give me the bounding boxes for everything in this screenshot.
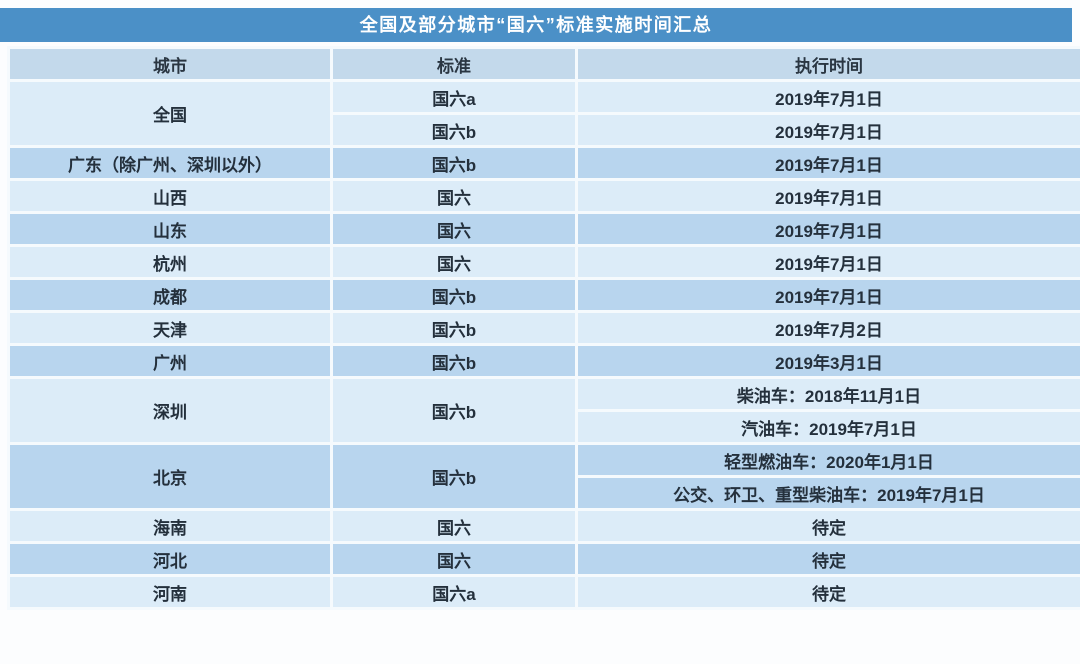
city-cell-shanxi: 山西: [7, 178, 333, 214]
table-row: 杭州 国六 2019年7月1日: [7, 244, 1080, 280]
time-cell: 2019年7月1日: [575, 79, 1080, 115]
time-cell: 汽油车：2019年7月1日: [575, 409, 1080, 445]
col-header-standard: 标准: [330, 46, 578, 82]
time-cell: 2019年3月1日: [575, 343, 1080, 379]
city-cell-hebei: 河北: [7, 541, 333, 577]
city-cell-quanguo: 全国: [7, 79, 333, 148]
standard-cell: 国六a: [330, 574, 578, 610]
time-cell: 公交、环卫、重型柴油车：2019年7月1日: [575, 475, 1080, 511]
city-cell-chengdu: 成都: [7, 277, 333, 313]
city-cell-tianjin: 天津: [7, 310, 333, 346]
city-cell-guangzhou: 广州: [7, 343, 333, 379]
standard-cell: 国六b: [330, 277, 578, 313]
standard-cell: 国六: [330, 541, 578, 577]
time-cell: 2019年7月1日: [575, 112, 1080, 148]
table-row: 山东 国六 2019年7月1日: [7, 211, 1080, 247]
table-row: 深圳 国六b 柴油车：2018年11月1日: [7, 376, 1080, 445]
time-cell: 待定: [575, 574, 1080, 610]
city-cell-hainan: 海南: [7, 508, 333, 544]
standard-cell: 国六b: [330, 112, 578, 148]
table-row: 天津 国六b 2019年7月2日: [7, 310, 1080, 346]
table-row: 河北 国六 待定: [7, 541, 1080, 577]
standard-cell: 国六: [330, 244, 578, 280]
standard-cell: 国六a: [330, 79, 578, 115]
col-header-time: 执行时间: [575, 46, 1080, 82]
standard-cell: 国六b: [330, 145, 578, 181]
time-cell: 2019年7月2日: [575, 310, 1080, 346]
city-cell-henan: 河南: [7, 574, 333, 610]
standard-cell: 国六b: [330, 442, 578, 511]
table-row: 河南 国六a 待定: [7, 574, 1080, 610]
table-row: 国六b 2019年7月1日: [9, 112, 1080, 148]
time-cell: 2019年7月1日: [575, 244, 1080, 280]
time-cell: 待定: [575, 541, 1080, 577]
time-cell: 2019年7月1日: [575, 178, 1080, 214]
standard-cell: 国六: [330, 178, 578, 214]
time-cell: 柴油车：2018年11月1日: [575, 376, 1080, 412]
time-cell: 2019年7月1日: [575, 145, 1080, 181]
standard-cell: 国六b: [330, 343, 578, 379]
table-row: 山西 国六 2019年7月1日: [7, 178, 1080, 214]
table-row: 北京 国六b 轻型燃油车：2020年1月1日: [7, 442, 1080, 511]
table-row: 广州 国六b 2019年3月1日: [7, 343, 1080, 379]
table-row: 海南 国六 待定: [7, 508, 1080, 544]
time-cell: 待定: [575, 508, 1080, 544]
col-header-city: 城市: [7, 46, 333, 82]
table-row: 广东（除广州、深圳以外） 国六b 2019年7月1日: [7, 145, 1080, 181]
header-row: 城市 标准 执行时间: [7, 46, 1080, 82]
city-cell-hangzhou: 杭州: [7, 244, 333, 280]
time-cell: 轻型燃油车：2020年1月1日: [575, 442, 1080, 478]
table-row: 汽油车：2019年7月1日: [9, 409, 1080, 445]
standard-cell: 国六b: [330, 376, 578, 445]
city-cell-shandong: 山东: [7, 211, 333, 247]
standard-cell: 国六b: [330, 310, 578, 346]
city-cell-shenzhen: 深圳: [7, 376, 333, 445]
table-title: 全国及部分城市“国六”标准实施时间汇总: [0, 8, 1072, 42]
city-cell-beijing: 北京: [7, 442, 333, 511]
table-row: 公交、环卫、重型柴油车：2019年7月1日: [9, 475, 1080, 511]
standard-cell: 国六: [330, 211, 578, 247]
table-row: 成都 国六b 2019年7月1日: [7, 277, 1080, 313]
city-cell-guangdong: 广东（除广州、深圳以外）: [7, 145, 333, 181]
standard-cell: 国六: [330, 508, 578, 544]
time-cell: 2019年7月1日: [575, 211, 1080, 247]
table-row: 全国 国六a 2019年7月1日: [7, 79, 1080, 148]
time-cell: 2019年7月1日: [575, 277, 1080, 313]
guoliu-standard-table: 城市 标准 执行时间 全国 国六a 2019年7月1日 国六b 2019年7月1…: [7, 46, 1080, 610]
